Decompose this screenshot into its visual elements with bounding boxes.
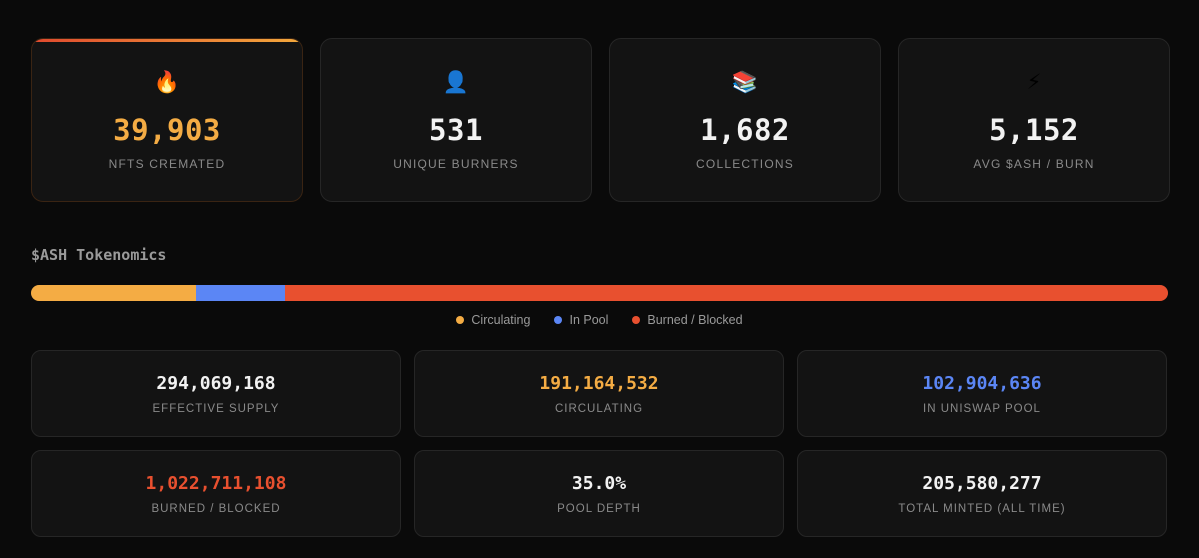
metric-value: 1,022,711,108 <box>145 473 287 494</box>
metric-value: 102,904,636 <box>922 373 1042 394</box>
metric-label: In Uniswap Pool <box>923 403 1041 415</box>
metric-card-pool-depth: 35.0% Pool Depth <box>414 450 784 537</box>
legend-dot <box>456 316 465 324</box>
legend-label: In Pool <box>569 313 609 327</box>
stat-card-nfts-cremated: 🔥 39,903 NFTs Cremated <box>31 38 303 202</box>
metric-label: Effective Supply <box>152 403 280 415</box>
legend-item-in-pool: In Pool <box>554 313 608 327</box>
metric-card-burned-blocked: 1,022,711,108 Burned / Blocked <box>31 450 401 537</box>
fire-icon: 🔥 <box>153 70 181 94</box>
tokenomics-metrics: 294,069,168 Effective Supply 191,164,532… <box>31 350 1167 537</box>
tokenomics-title: $ASH Tokenomics <box>31 246 167 264</box>
legend-dot <box>632 316 641 324</box>
distribution-segment-in-pool <box>195 285 285 301</box>
metric-value: 35.0% <box>571 473 627 494</box>
metric-label: Total Minted (All Time) <box>898 503 1066 515</box>
metric-label: Burned / Blocked <box>151 503 281 515</box>
stat-card-collections: 📚 1,682 Collections <box>609 38 881 202</box>
stat-label: Unique Burners <box>393 157 519 171</box>
metric-value: 294,069,168 <box>156 373 276 394</box>
lightning-icon: ⚡ <box>1026 70 1042 94</box>
stat-cards: 🔥 39,903 NFTs Cremated 👤 531 Unique Burn… <box>31 38 1170 202</box>
legend-label: Circulating <box>471 313 531 327</box>
legend-item-circulating: Circulating <box>456 313 530 327</box>
books-icon: 📚 <box>731 70 759 94</box>
metric-value: 205,580,277 <box>922 473 1042 494</box>
stat-value: 5,152 <box>989 113 1079 147</box>
metric-card-total-minted: 205,580,277 Total Minted (All Time) <box>797 450 1167 537</box>
metric-card-effective-supply: 294,069,168 Effective Supply <box>31 350 401 437</box>
stat-label: Avg $ASH / Burn <box>973 157 1095 171</box>
tokenomics-distribution-bar <box>31 285 1168 301</box>
stat-label: NFTs Cremated <box>108 157 226 171</box>
distribution-legend: Circulating In Pool Burned / Blocked <box>0 313 1199 327</box>
stat-value: 531 <box>429 113 483 147</box>
metric-value: 191,164,532 <box>539 373 659 394</box>
stat-card-unique-burners: 👤 531 Unique Burners <box>320 38 592 202</box>
distribution-segment-circulating <box>31 285 196 301</box>
metric-card-uniswap-pool: 102,904,636 In Uniswap Pool <box>797 350 1167 437</box>
legend-item-burned: Burned / Blocked <box>632 313 743 327</box>
metric-label: Pool Depth <box>557 503 641 515</box>
stat-card-avg-ash-burn: ⚡ 5,152 Avg $ASH / Burn <box>898 38 1170 202</box>
legend-label: Burned / Blocked <box>647 313 743 327</box>
stat-label: Collections <box>696 157 794 171</box>
metric-label: Circulating <box>554 403 644 415</box>
stat-value: 39,903 <box>113 113 221 147</box>
stat-value: 1,682 <box>700 113 790 147</box>
metric-card-circulating: 191,164,532 Circulating <box>414 350 784 437</box>
legend-dot <box>554 316 563 324</box>
distribution-segment-burned <box>284 285 1168 301</box>
user-icon: 👤 <box>442 70 470 94</box>
